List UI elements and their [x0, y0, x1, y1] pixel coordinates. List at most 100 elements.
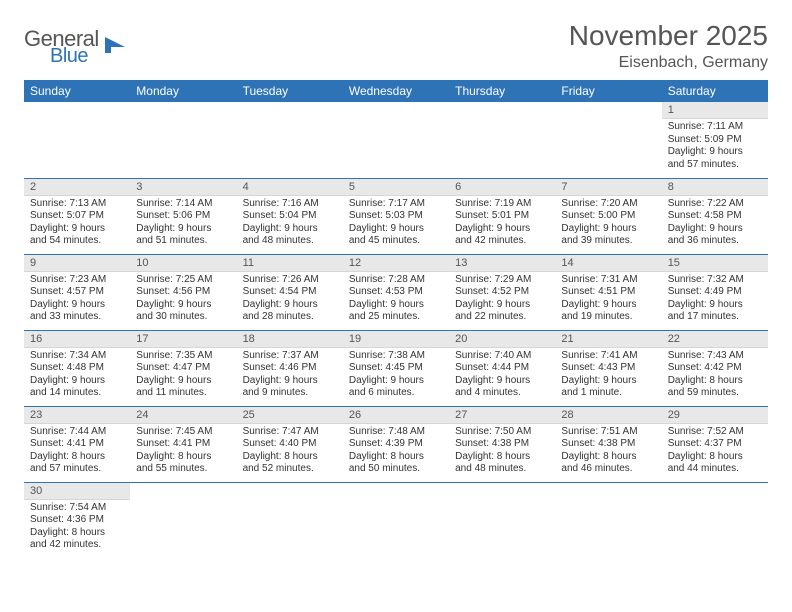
day-number: 15	[662, 255, 768, 272]
daylight-text: Daylight: 9 hours and 9 minutes.	[243, 375, 337, 400]
sunset-text: Sunset: 4:51 PM	[561, 286, 655, 299]
sunset-text: Sunset: 4:57 PM	[30, 286, 124, 299]
daylight-text: Daylight: 9 hours and 36 minutes.	[668, 223, 762, 248]
sunrise-text: Sunrise: 7:40 AM	[455, 350, 549, 363]
sunset-text: Sunset: 4:44 PM	[455, 362, 549, 375]
sunset-text: Sunset: 5:04 PM	[243, 210, 337, 223]
sunrise-text: Sunrise: 7:34 AM	[30, 350, 124, 363]
sunrise-text: Sunrise: 7:29 AM	[455, 274, 549, 287]
sunset-text: Sunset: 4:42 PM	[668, 362, 762, 375]
daylight-text: Daylight: 9 hours and 6 minutes.	[349, 375, 443, 400]
calendar-cell	[555, 102, 661, 178]
calendar-row: 23 Sunrise: 7:44 AMSunset: 4:41 PM Dayligh…	[24, 406, 768, 482]
sunrise-text: Sunrise: 7:14 AM	[136, 198, 230, 211]
col-tuesday: Tuesday	[237, 80, 343, 102]
sunrise-text: Sunrise: 7:38 AM	[349, 350, 443, 363]
sunset-text: Sunset: 5:00 PM	[561, 210, 655, 223]
calendar-cell: 19Sunrise: 7:38 AMSunset: 4:45 PMDayligh…	[343, 330, 449, 406]
day-number: 29	[662, 407, 768, 424]
day-number: 8	[662, 179, 768, 196]
calendar-cell	[449, 482, 555, 558]
day-body: Sunrise: 7:31 AMSunset: 4:51 PMDaylight:…	[555, 272, 661, 328]
sunrise-text: Sunrise: 7:44 AM	[30, 426, 124, 439]
sunset-text: Sunset: 4:52 PM	[455, 286, 549, 299]
sunset-text: Sunset: 4:40 PM	[243, 438, 337, 451]
sunrise-text: Sunrise: 7:37 AM	[243, 350, 337, 363]
sunrise-text: Sunrise: 7:23 AM	[30, 274, 124, 287]
calendar-cell: 5Sunrise: 7:17 AMSunset: 5:03 PMDaylight…	[343, 178, 449, 254]
header-row: Sunday Monday Tuesday Wednesday Thursday…	[24, 80, 768, 102]
calendar-cell	[237, 102, 343, 178]
sunset-text: Sunset: 4:48 PM	[30, 362, 124, 375]
calendar-cell: 25Sunrise: 7:47 AMSunset: 4:40 PMDayligh…	[237, 406, 343, 482]
sunset-text: Sunset: 4:46 PM	[243, 362, 337, 375]
sunset-text: Sunset: 5:07 PM	[30, 210, 124, 223]
calendar-cell: 29Sunrise: 7:52 AMSunset: 4:37 PMDayligh…	[662, 406, 768, 482]
sunset-text: Sunset: 4:41 PM	[30, 438, 124, 451]
day-number: 11	[237, 255, 343, 272]
sunset-text: Sunset: 4:54 PM	[243, 286, 337, 299]
sunrise-text: Sunrise: 7:50 AM	[455, 426, 549, 439]
sunset-text: Sunset: 4:45 PM	[349, 362, 443, 375]
daylight-text: Daylight: 8 hours and 55 minutes.	[136, 451, 230, 476]
daylight-text: Daylight: 9 hours and 4 minutes.	[455, 375, 549, 400]
sunset-text: Sunset: 4:38 PM	[455, 438, 549, 451]
day-number: 24	[130, 407, 236, 424]
daylight-text: Daylight: 9 hours and 1 minute.	[561, 375, 655, 400]
calendar-cell: 6Sunrise: 7:19 AMSunset: 5:01 PMDaylight…	[449, 178, 555, 254]
calendar-cell: 13Sunrise: 7:29 AMSunset: 4:52 PMDayligh…	[449, 254, 555, 330]
daylight-text: Daylight: 9 hours and 22 minutes.	[455, 299, 549, 324]
day-number: 1	[662, 102, 768, 119]
col-thursday: Thursday	[449, 80, 555, 102]
day-number: 25	[237, 407, 343, 424]
sunset-text: Sunset: 4:49 PM	[668, 286, 762, 299]
daylight-text: Daylight: 9 hours and 17 minutes.	[668, 299, 762, 324]
day-body: Sunrise: 7:54 AMSunset: 4:36 PMDaylight:…	[24, 500, 130, 556]
sunset-text: Sunset: 4:39 PM	[349, 438, 443, 451]
daylight-text: Daylight: 9 hours and 57 minutes.	[668, 146, 762, 171]
calendar-row: 2Sunrise: 7:13 AMSunset: 5:07 PMDaylight…	[24, 178, 768, 254]
day-body: Sunrise: 7:14 AMSunset: 5:06 PMDaylight:…	[130, 196, 236, 252]
sunrise-text: Sunrise: 7:47 AM	[243, 426, 337, 439]
sunrise-text: Sunrise: 7:43 AM	[668, 350, 762, 363]
calendar-cell: 11Sunrise: 7:26 AMSunset: 4:54 PMDayligh…	[237, 254, 343, 330]
day-body: Sunrise: 7:52 AMSunset: 4:37 PMDaylight:…	[662, 424, 768, 480]
calendar-cell: 24Sunrise: 7:45 AMSunset: 4:41 PMDayligh…	[130, 406, 236, 482]
daylight-text: Daylight: 9 hours and 51 minutes.	[136, 223, 230, 248]
day-number: 4	[237, 179, 343, 196]
sunset-text: Sunset: 4:53 PM	[349, 286, 443, 299]
calendar-cell	[662, 482, 768, 558]
day-body: Sunrise: 7:37 AMSunset: 4:46 PMDaylight:…	[237, 348, 343, 404]
sunrise-text: Sunrise: 7:45 AM	[136, 426, 230, 439]
daylight-text: Daylight: 8 hours and 52 minutes.	[243, 451, 337, 476]
sunset-text: Sunset: 4:47 PM	[136, 362, 230, 375]
calendar-row: 9Sunrise: 7:23 AMSunset: 4:57 PMDaylight…	[24, 254, 768, 330]
calendar-cell	[343, 102, 449, 178]
calendar-cell	[237, 482, 343, 558]
calendar-cell: 3Sunrise: 7:14 AMSunset: 5:06 PMDaylight…	[130, 178, 236, 254]
calendar-cell: 10Sunrise: 7:25 AMSunset: 4:56 PMDayligh…	[130, 254, 236, 330]
sunrise-text: Sunrise: 7:51 AM	[561, 426, 655, 439]
calendar-cell: 21Sunrise: 7:41 AMSunset: 4:43 PMDayligh…	[555, 330, 661, 406]
sunset-text: Sunset: 5:03 PM	[349, 210, 443, 223]
day-number: 23	[24, 407, 130, 424]
calendar-cell: 27Sunrise: 7:50 AMSunset: 4:38 PMDayligh…	[449, 406, 555, 482]
calendar-cell: 18Sunrise: 7:37 AMSunset: 4:46 PMDayligh…	[237, 330, 343, 406]
daylight-text: Daylight: 9 hours and 30 minutes.	[136, 299, 230, 324]
calendar-cell: 28Sunrise: 7:51 AMSunset: 4:38 PMDayligh…	[555, 406, 661, 482]
day-body: Sunrise: 7:11 AMSunset: 5:09 PMDaylight:…	[662, 119, 768, 175]
day-number: 20	[449, 331, 555, 348]
logo-text-blue: Blue	[50, 46, 99, 66]
sunrise-text: Sunrise: 7:19 AM	[455, 198, 549, 211]
title-block: November 2025 Eisenbach, Germany	[569, 20, 768, 72]
calendar-cell	[343, 482, 449, 558]
calendar-cell: 23Sunrise: 7:44 AMSunset: 4:41 PMDayligh…	[24, 406, 130, 482]
day-body: Sunrise: 7:47 AMSunset: 4:40 PMDaylight:…	[237, 424, 343, 480]
calendar-cell: 30Sunrise: 7:54 AMSunset: 4:36 PMDayligh…	[24, 482, 130, 558]
sunrise-text: Sunrise: 7:52 AM	[668, 426, 762, 439]
sunset-text: Sunset: 4:36 PM	[30, 514, 124, 527]
sunrise-text: Sunrise: 7:13 AM	[30, 198, 124, 211]
daylight-text: Daylight: 8 hours and 59 minutes.	[668, 375, 762, 400]
logo: General Blue	[24, 20, 129, 66]
day-body: Sunrise: 7:19 AMSunset: 5:01 PMDaylight:…	[449, 196, 555, 252]
